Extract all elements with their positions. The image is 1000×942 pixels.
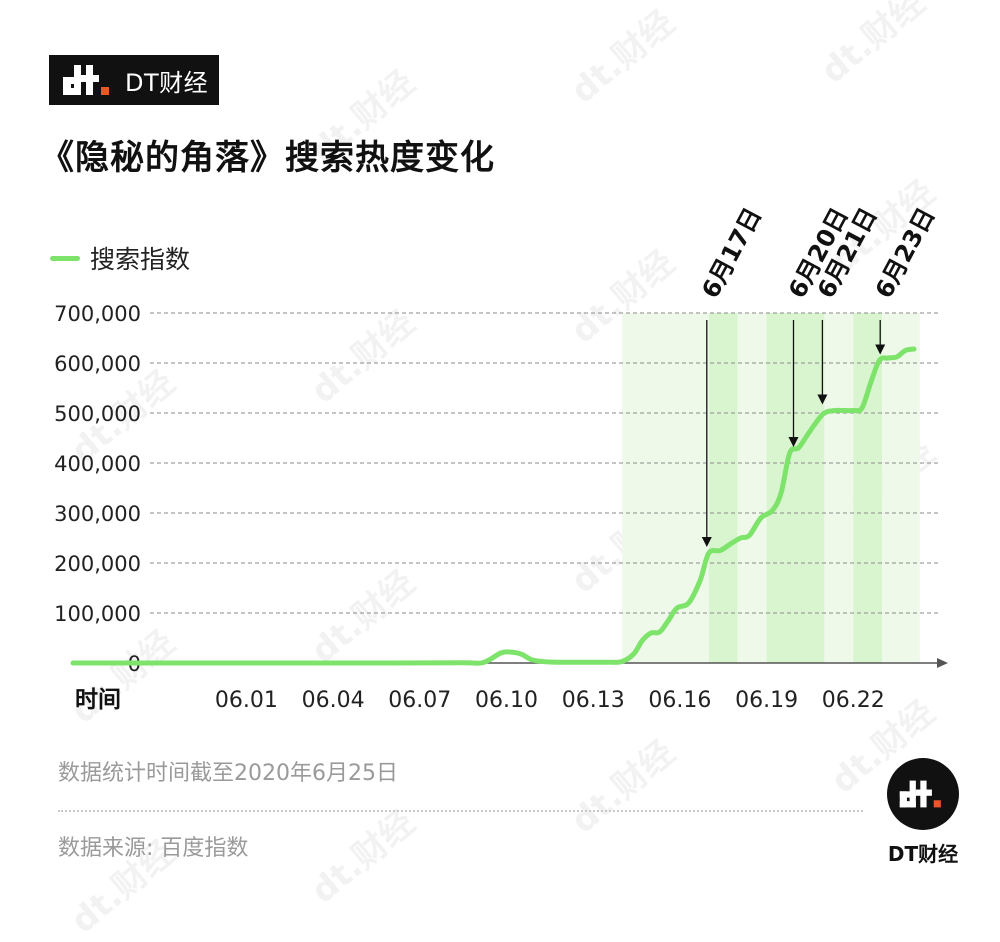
highlight-band (882, 313, 920, 663)
annotation-arrowhead-icon (817, 394, 828, 405)
legend: 搜索指数 (50, 240, 190, 276)
annotation-arrowhead-icon (701, 537, 712, 547)
y-tick-label: 600,000 (54, 352, 141, 376)
highlight-band (766, 313, 825, 663)
grid-lines (150, 312, 940, 614)
x-axis-arrow-icon (937, 658, 948, 668)
y-tick-label: 200,000 (54, 552, 141, 576)
x-tick-label: 06.01 (215, 688, 278, 713)
highlight-band (824, 313, 854, 663)
x-tick-label: 06.13 (562, 688, 625, 713)
corner-brand-name: DT财经 (887, 842, 959, 866)
chart-title: 《隐秘的角落》搜索热度变化 (40, 138, 495, 178)
highlight-bands (622, 313, 920, 663)
series-layer (70, 346, 917, 666)
annotation-arrowhead-icon (875, 344, 886, 355)
x-axis: 时间 06.01 06.04 06.07 06.10 06.13 06.16 06.19 06.… (73, 658, 948, 713)
y-tick-label: 300,000 (54, 502, 141, 526)
dt-logo-icon (63, 65, 109, 95)
annotation-label: 6月17日 (696, 203, 767, 303)
x-tick-label: 06.19 (735, 688, 798, 713)
highlight-band (622, 313, 709, 663)
legend-swatch (50, 255, 80, 261)
x-axis-label: 时间 (75, 687, 121, 713)
y-tick-label: 100,000 (54, 602, 141, 626)
y-tick-label: 700,000 (54, 302, 141, 326)
highlight-band (737, 313, 767, 663)
y-tick-label: 500,000 (54, 402, 141, 426)
footer-note: 数据统计时间截至2020年6月25日 (58, 761, 398, 786)
legend-label: 搜索指数 (90, 245, 191, 274)
footer-divider (58, 810, 863, 812)
footer-source: 数据来源: 百度指数 (58, 836, 249, 861)
y-axis-ticks: 0100,000200,000300,000400,000500,000600,… (54, 302, 141, 676)
annotation-arrowhead-icon (788, 437, 799, 447)
brand-badge: DT财经 (49, 55, 219, 105)
x-tick-label: 06.22 (822, 688, 885, 713)
x-tick-label: 06.07 (388, 688, 451, 713)
dt-logo-icon (899, 780, 941, 808)
x-tick-label: 06.16 (648, 688, 711, 713)
highlight-band (708, 313, 738, 663)
y-tick-label: 400,000 (54, 452, 141, 476)
corner-logo (887, 758, 959, 830)
x-tick-label: 06.10 (475, 688, 538, 713)
series-line (70, 346, 917, 666)
x-tick-label: 06.04 (302, 688, 365, 713)
line-chart: 0100,000200,000300,000400,000500,000600,… (54, 203, 948, 713)
highlight-band (853, 313, 883, 663)
brand-name: DT财经 (125, 68, 209, 97)
